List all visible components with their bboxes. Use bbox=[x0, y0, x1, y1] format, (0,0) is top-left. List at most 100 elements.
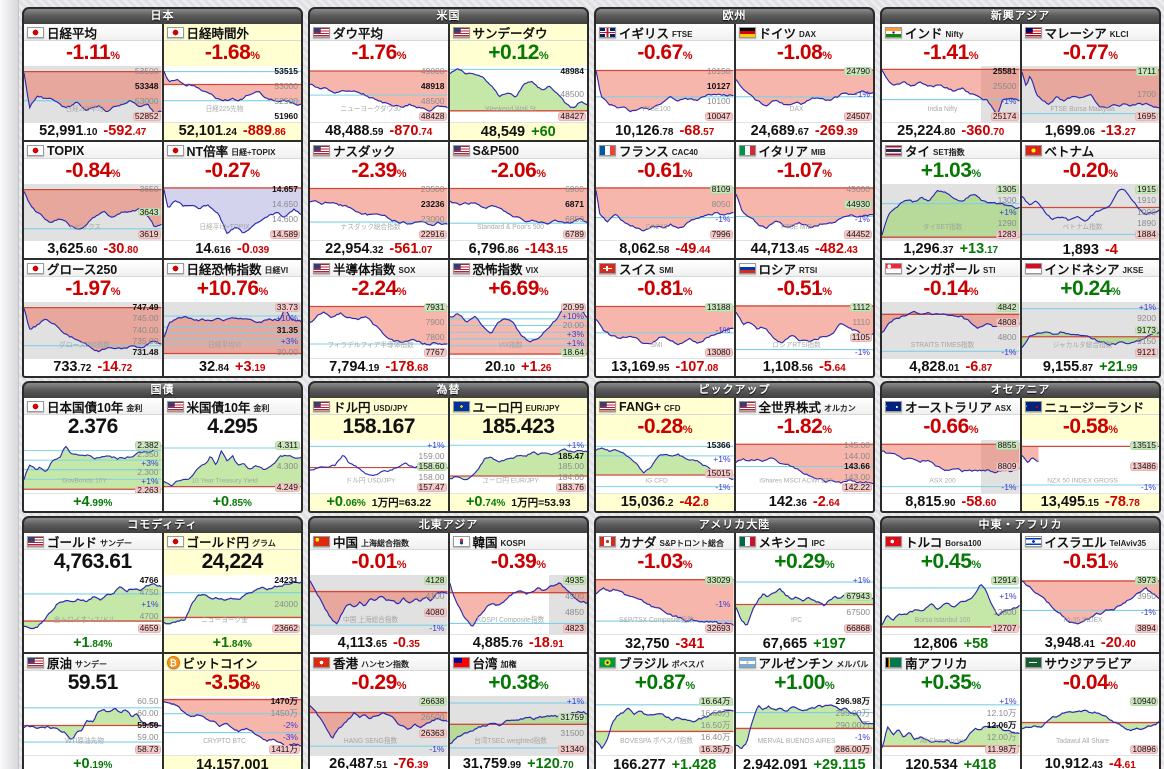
chart-watermark: ドル円 USD/JPY bbox=[346, 476, 396, 484]
group-panels: FANG+ CFD -0.28% IG CFD 15366 +1% 15015 -1%… bbox=[596, 398, 873, 511]
market-group: 新興アジア インド Nifty -1.41% India Nifty 25581… bbox=[880, 7, 1161, 378]
panel-title-row: ゴールド円 グラム bbox=[163, 533, 301, 550]
market-panel-原油[interactable]: 原油 サンデー 59.51 WTI原油先物 60.50 60.00 59.50 59.… bbox=[24, 654, 162, 769]
main-value-text: -3.58 bbox=[204, 671, 251, 694]
chart-watermark: STRAITS TIMES指数 bbox=[911, 340, 975, 349]
market-panel-日本国債10年[interactable]: 日本国債10年 金利 2.376 GovBonds 10Y 2.382 2.350… bbox=[24, 398, 162, 511]
market-panel-カナダ[interactable]: カナダ S&Pトロント総合 -1.03% S&P/TSX Composite指数… bbox=[596, 533, 734, 652]
sparkline-chart: ユーロ円 EUR/JPY +1% 185.47 185.00 184.00 183.76 bbox=[449, 440, 587, 493]
main-value: +0.29% bbox=[736, 550, 874, 575]
panel-title: 日経恐怖指数 bbox=[186, 263, 262, 277]
sparkline-chart: 金トロイオンス/ドル 4766 4750 +1% 4700 4659 bbox=[24, 575, 162, 634]
market-panel-ユーロ円[interactable]: ユーロ円 EUR/JPY 185.423 ユーロ円 EUR/JPY +1% 185… bbox=[449, 398, 587, 511]
group-title: 中東・アフリカ bbox=[978, 519, 1063, 531]
chart-watermark: Borsa Istanbul 100 bbox=[915, 617, 971, 624]
market-panel-ドイツ[interactable]: ドイツ DAX -1.08% DAX 24790 -1% 24507 24,689.… bbox=[735, 24, 873, 140]
market-panel-ブラジル[interactable]: ブラジル ボベスパ +0.87% BOVESPA ボベスパ指数 16.64万 16… bbox=[596, 654, 734, 769]
jp-flag-icon bbox=[166, 27, 184, 38]
panel-title: グロース250 bbox=[47, 263, 118, 277]
group-header: アメリカ大陸 bbox=[596, 518, 873, 533]
market-panel-ダウ平均[interactable]: ダウ平均 -1.76% ニューヨークダウ30 49000 48918 48500 48… bbox=[310, 24, 448, 140]
sparkline-svg: ユーロ円 EUR/JPY bbox=[449, 444, 587, 484]
panel-subtitle: 日経VI bbox=[264, 265, 289, 275]
market-panel-ゴールド円[interactable]: ゴールド円 グラム 24,224 ニューヨーク金 24231 24000 23662… bbox=[163, 533, 301, 652]
market-panel-FANG+[interactable]: FANG+ CFD -0.28% IG CFD 15366 +1% 15015 -1%… bbox=[596, 398, 734, 511]
market-panel-日経恐怖指数[interactable]: 日経恐怖指数 日経VI +10.76% 日経平均VI 33.73 +10% 31.3… bbox=[163, 260, 301, 376]
market-panel-TOPIX[interactable]: TOPIX -0.84% トピックス 3650 3643 3619 3,625.60… bbox=[24, 142, 162, 258]
market-panel-アルゼンチン[interactable]: アルゼンチン メルバル +1.00% MERVAL BUENOS AIRES 2… bbox=[735, 654, 873, 769]
market-panel-日経時間外[interactable]: 日経時間外 -1.68% 日経225先物 53515 53000 52500 5196… bbox=[163, 24, 301, 140]
us-flag-icon bbox=[27, 536, 44, 547]
market-panel-米国債10年[interactable]: 米国債10年 金利 4.295 10 Year Treasury Yield 4… bbox=[163, 398, 301, 511]
sparkline-chart: 日経225平均 53500 53348 53000 52852 bbox=[24, 66, 162, 122]
sparkline-svg: トピックス bbox=[24, 184, 162, 240]
sparkline-svg: ベトナム指数 bbox=[1021, 184, 1159, 240]
percent-sign: % bbox=[822, 424, 832, 436]
panel-title-row: フランス CAC40 bbox=[596, 142, 734, 159]
market-panel-グロース250[interactable]: グロース250 -1.97% グロース250指数 747.49 745.00 740… bbox=[24, 260, 162, 376]
market-panel-日経平均[interactable]: 日経平均 -1.11% 日経225平均 53500 53348 53000 52852… bbox=[24, 24, 162, 140]
market-panel-ビットコイン[interactable]: ₿ ビットコイン -3.58% CRYPTO BTC 1470万 1450万 -2%… bbox=[163, 654, 301, 769]
market-panel-中国[interactable]: 中国 上海総合指数 -0.01% 中国 上海総合指数 4128 4100 4080-… bbox=[310, 533, 448, 652]
market-panel-トルコ[interactable]: トルコ Borsa100 +0.45% Borsa Istanbul 100 1… bbox=[882, 533, 1020, 652]
sg-flag-icon bbox=[885, 263, 902, 274]
quote-row: 8,062.58 -49.44 bbox=[596, 240, 734, 258]
quote-row: 48,549 +60 bbox=[449, 122, 587, 140]
market-panel-NT倍率[interactable]: NT倍率 日経÷TOPIX -0.27% 日経平均÷TOPIX 14.657 14… bbox=[163, 142, 301, 258]
group-title: オセアニア bbox=[990, 384, 1051, 396]
panel-title: 全世界株式 bbox=[758, 401, 822, 415]
market-panel-半導体指数[interactable]: 半導体指数 SOX -2.24% フィラデルフィア半導体指数 7931 7900 7… bbox=[310, 260, 448, 376]
percent-sign: % bbox=[971, 168, 981, 180]
panel-subtitle: CAC40 bbox=[671, 147, 698, 157]
market-panel-イタリア[interactable]: イタリア MIB -1.07% FTSE MIB 45000 44930 -1% 44… bbox=[735, 142, 873, 258]
market-panel-全世界株式[interactable]: 全世界株式 オルカン -1.82% iShares MSCI ACWI ETF … bbox=[735, 398, 873, 511]
quote-segment: 44,713.45 bbox=[750, 240, 809, 257]
sparkline-chart: BOVESPA ボベスパ指数 16.64万 16.60万 16.50万 16.40万 1… bbox=[596, 696, 734, 755]
nz-flag-icon bbox=[1024, 401, 1042, 412]
market-panel-ゴールド[interactable]: ゴールド サンデー 4,763.61 金トロイオンス/ドル 4766 4750 +1… bbox=[24, 533, 162, 652]
main-value: -0.01% bbox=[310, 550, 448, 575]
market-panel-ベトナム[interactable]: ベトナム -0.20% ベトナム指数 1915 1910 1900 1890 1884 … bbox=[1021, 142, 1159, 258]
market-panel-インドネシア[interactable]: インドネシア JKSE +0.24% ジャカルタ総合指数 +1% 9200 9173… bbox=[1021, 260, 1159, 376]
market-panel-ドル円[interactable]: ドル円 USD/JPY 158.167 ドル円 USD/JPY +1% 159.0… bbox=[310, 398, 448, 511]
market-panel-香港[interactable]: 香港 ハンセン指数 -0.29% HANG SENG指数 26638 26500 2… bbox=[310, 654, 448, 769]
market-panel-恐怖指数[interactable]: 恐怖指数 VIX +6.69% VIX指数 20.99 +10% 20.00 +3% +… bbox=[449, 260, 587, 376]
main-value: -0.04% bbox=[1022, 671, 1160, 696]
sparkline-chart: ベトナム指数 1915 1910 1900 1890 1884 bbox=[1021, 184, 1159, 240]
sparkline-svg: IG CFD bbox=[596, 445, 734, 488]
market-panel-サンデーダウ[interactable]: サンデーダウ +0.12% Weekend Wall St 48984 48500… bbox=[449, 24, 587, 140]
sparkline-svg: SMI bbox=[596, 305, 734, 349]
market-panel-サウジアラビア[interactable]: サウジアラビア -0.04% Tadawul All Share 10940 10… bbox=[1021, 654, 1160, 769]
market-panel-マレーシア[interactable]: マレーシア KLCI -0.77% FTSE Bursa Malaysia 17… bbox=[1021, 24, 1159, 140]
market-panel-インド[interactable]: インド Nifty -1.41% India Nifty 25581 25500-… bbox=[882, 24, 1020, 140]
market-panel-メキシコ[interactable]: メキシコ IPC +0.29% IPC +1% 67943 67500 66868 6… bbox=[735, 533, 874, 652]
market-panel-韓国[interactable]: 韓国 KOSPI -0.39% KOSPI Composite指数 4935 49… bbox=[449, 533, 587, 652]
panel-subtitle: サンデー bbox=[75, 659, 108, 669]
main-value: -0.67% bbox=[596, 41, 734, 66]
market-panel-南アフリカ[interactable]: 南アフリカ +0.35% All Share Index +1% 12.10万 12… bbox=[882, 654, 1020, 769]
sparkline-svg: ニューヨーク金 bbox=[163, 580, 301, 625]
market-panel-スイス[interactable]: スイス SMI -0.81% SMI 13188 -1% 13080 13,169.… bbox=[596, 260, 734, 376]
market-panel-ニュージーランド[interactable]: ニュージーランド -0.58% NZX 50 INDEX GROSS 13515… bbox=[1021, 398, 1159, 511]
market-panel-イギリス[interactable]: イギリス FTSE -0.67% FTSE100 10150 10127 10100… bbox=[596, 24, 734, 140]
quote-segment: 48,549 bbox=[480, 123, 526, 140]
sparkline-chart: トピックス 3650 3643 3619 bbox=[24, 184, 162, 240]
main-value-text: 2.376 bbox=[67, 415, 119, 438]
sparkline-chart: 日経平均VI 33.73 +10% 31.35 +3% 30.00 bbox=[163, 302, 301, 358]
market-panel-タイ[interactable]: タイ SET指数 +1.03% タイSET指数 1305 1300 +1% 1290 1… bbox=[882, 142, 1020, 258]
market-panel-ロシア[interactable]: ロシア RTSI -0.51% ロシアRTSI指数 1112 1110 1105 -1… bbox=[735, 260, 873, 376]
main-value-text: -2.24 bbox=[351, 277, 397, 300]
market-panel-オーストラリア[interactable]: オーストラリア ASX -0.66% ASX 200 8855 8809 -1% 8… bbox=[882, 398, 1020, 511]
market-panel-台湾[interactable]: 台湾 加権 +0.38% 台湾TSEC weighted指数 +1% 31759 3… bbox=[449, 654, 587, 769]
market-panel-S&P500[interactable]: S&P500 -2.06% Standard & Poor's 500 6900… bbox=[449, 142, 587, 258]
sparkline-chart: MERVAL BUENOS AIRES 296.98万 295.00万 290.00… bbox=[735, 696, 873, 755]
market-panel-フランス[interactable]: フランス CAC40 -0.61% CAC40 8109 8050 -1% 7996 … bbox=[596, 142, 734, 258]
quote-segment: -143.15 bbox=[524, 240, 568, 257]
market-panel-ナスダック[interactable]: ナスダック -2.39% ナスダック総合指数 23500 23236 23000 22… bbox=[310, 142, 448, 258]
panel-title: イタリア bbox=[758, 145, 809, 159]
market-panel-イスラエル[interactable]: イスラエル TelAviv35 -0.51% TA-35 INDEX 3973 3… bbox=[1021, 533, 1159, 652]
market-panel-シンガポール[interactable]: シンガポール STI -0.14% STRAITS TIMES指数 4842 48… bbox=[882, 260, 1020, 376]
quote-segment: 3,948.41 bbox=[1044, 634, 1095, 651]
ca-flag-icon bbox=[599, 536, 616, 547]
jp-flag-icon bbox=[166, 145, 184, 156]
